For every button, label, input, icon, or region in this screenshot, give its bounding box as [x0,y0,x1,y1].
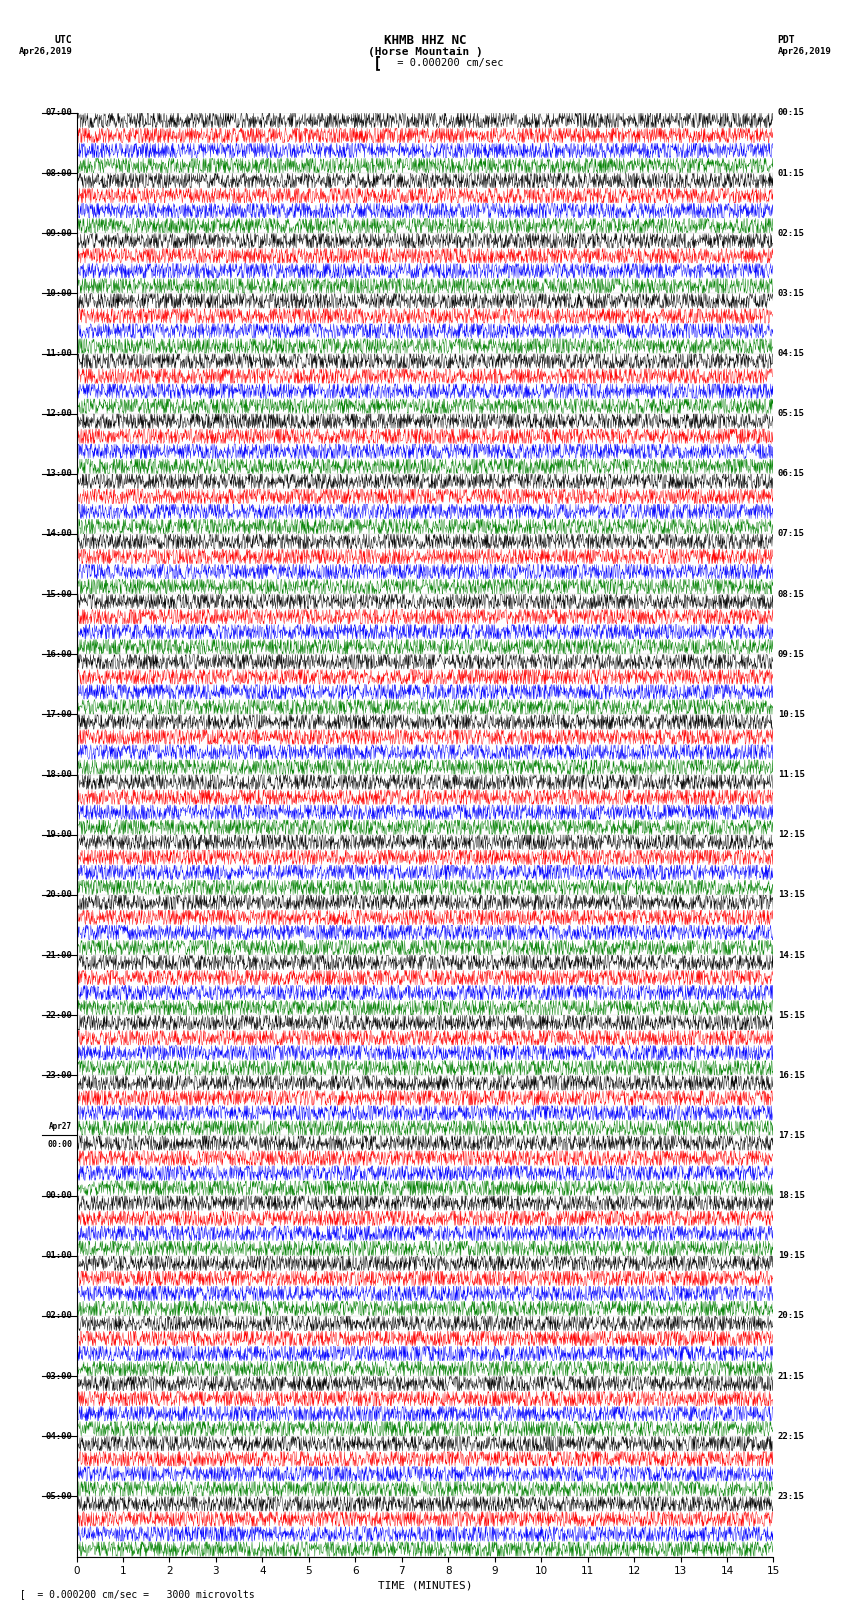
Text: 23:15: 23:15 [778,1492,805,1500]
Text: PDT: PDT [778,35,796,45]
Text: 04:15: 04:15 [778,348,805,358]
Text: 23:00: 23:00 [45,1071,72,1079]
Text: 00:00: 00:00 [48,1140,72,1150]
Text: 05:00: 05:00 [45,1492,72,1500]
Text: 16:00: 16:00 [45,650,72,658]
Text: 07:00: 07:00 [45,108,72,118]
Text: 10:00: 10:00 [45,289,72,298]
Text: 16:15: 16:15 [778,1071,805,1079]
Text: 15:00: 15:00 [45,590,72,598]
Text: 20:15: 20:15 [778,1311,805,1321]
Text: 07:15: 07:15 [778,529,805,539]
Text: 05:15: 05:15 [778,410,805,418]
Text: 03:15: 03:15 [778,289,805,298]
Text: 20:00: 20:00 [45,890,72,900]
Text: 00:00: 00:00 [45,1190,72,1200]
Text: 01:00: 01:00 [45,1252,72,1260]
Text: Apr26,2019: Apr26,2019 [778,47,831,56]
Text: 18:15: 18:15 [778,1190,805,1200]
Text: 11:00: 11:00 [45,348,72,358]
Text: 17:15: 17:15 [778,1131,805,1140]
Text: 21:00: 21:00 [45,950,72,960]
Text: 09:15: 09:15 [778,650,805,658]
Text: 12:15: 12:15 [778,831,805,839]
Text: (Horse Mountain ): (Horse Mountain ) [367,47,483,56]
Text: 22:15: 22:15 [778,1432,805,1440]
Text: UTC: UTC [54,35,72,45]
Text: Apr27: Apr27 [49,1121,72,1131]
Text: 08:15: 08:15 [778,590,805,598]
Text: 15:15: 15:15 [778,1011,805,1019]
Text: 19:15: 19:15 [778,1252,805,1260]
Text: 10:15: 10:15 [778,710,805,719]
Text: 02:00: 02:00 [45,1311,72,1321]
Text: 22:00: 22:00 [45,1011,72,1019]
Text: 13:00: 13:00 [45,469,72,479]
Text: [  = 0.000200 cm/sec =   3000 microvolts: [ = 0.000200 cm/sec = 3000 microvolts [8,1589,255,1598]
Text: 14:15: 14:15 [778,950,805,960]
Text: = 0.000200 cm/sec: = 0.000200 cm/sec [391,58,503,68]
Text: [: [ [373,55,382,71]
Text: 13:15: 13:15 [778,890,805,900]
Text: KHMB HHZ NC: KHMB HHZ NC [383,34,467,47]
Text: 18:00: 18:00 [45,769,72,779]
Text: 12:00: 12:00 [45,410,72,418]
Text: 09:00: 09:00 [45,229,72,237]
Text: 04:00: 04:00 [45,1432,72,1440]
X-axis label: TIME (MINUTES): TIME (MINUTES) [377,1581,473,1590]
Text: 00:15: 00:15 [778,108,805,118]
Text: 17:00: 17:00 [45,710,72,719]
Text: 11:15: 11:15 [778,769,805,779]
Text: 21:15: 21:15 [778,1371,805,1381]
Text: 08:00: 08:00 [45,169,72,177]
Text: Apr26,2019: Apr26,2019 [19,47,72,56]
Text: 02:15: 02:15 [778,229,805,237]
Text: 01:15: 01:15 [778,169,805,177]
Text: 19:00: 19:00 [45,831,72,839]
Text: 14:00: 14:00 [45,529,72,539]
Text: 06:15: 06:15 [778,469,805,479]
Text: 03:00: 03:00 [45,1371,72,1381]
